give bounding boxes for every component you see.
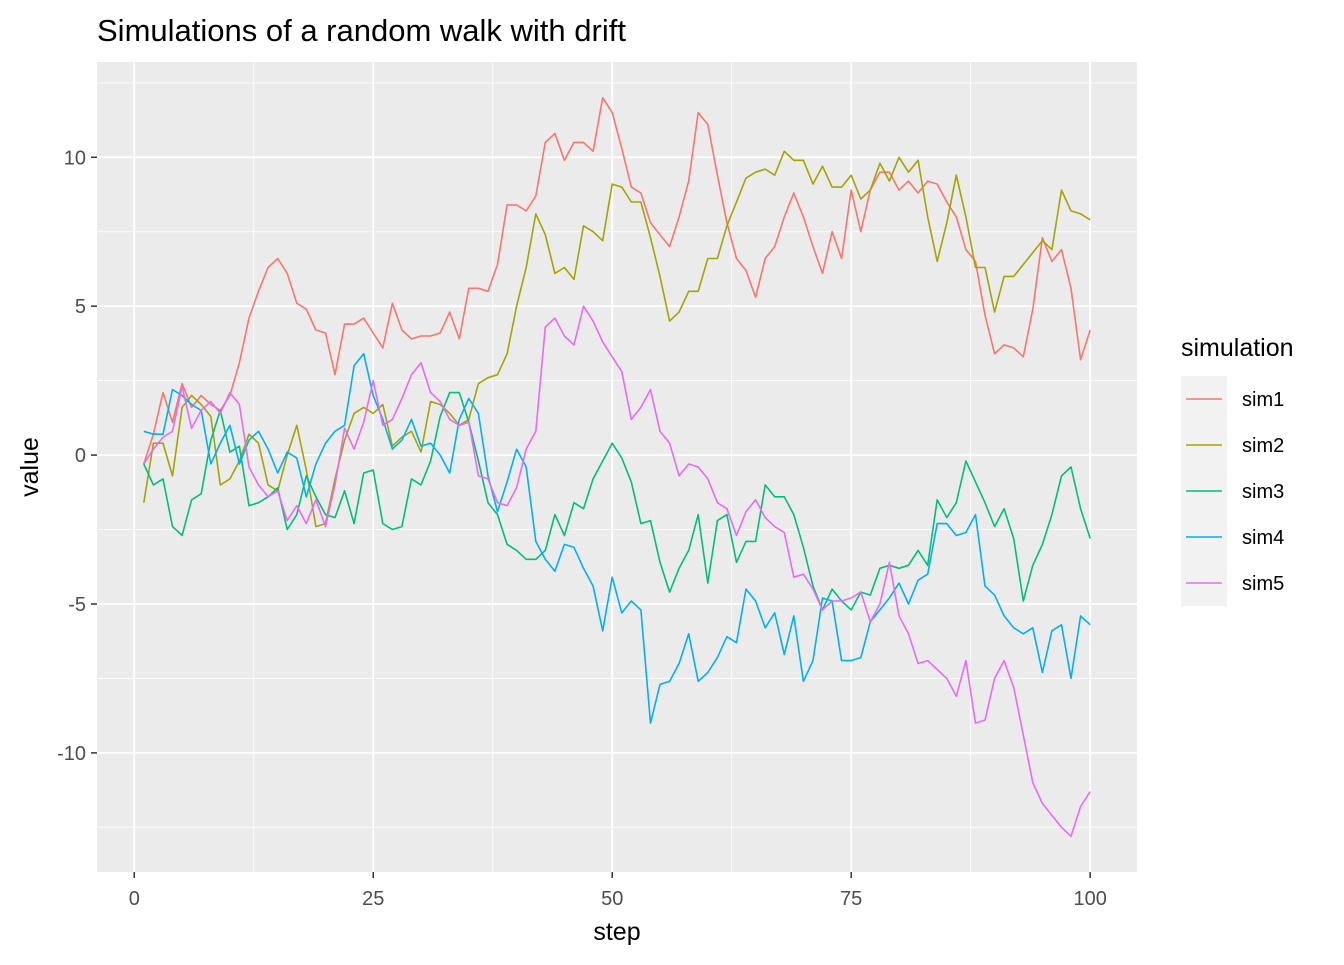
y-tick-label: -10 bbox=[57, 743, 86, 765]
legend-label-sim3: sim3 bbox=[1242, 481, 1284, 503]
series-line-sim3 bbox=[143, 391, 1091, 611]
series-line-sim4 bbox=[143, 352, 1091, 724]
legend: simulation sim1 sim2 sim3 sim4 sim5 bbox=[1181, 334, 1294, 606]
x-axis: 0 25 50 75 100 bbox=[129, 872, 1107, 910]
chart-title: Simulations of a random walk with drift bbox=[97, 13, 626, 48]
plot-panel bbox=[97, 62, 1137, 872]
legend-label-sim1: sim1 bbox=[1242, 389, 1284, 411]
legend-label-sim2: sim2 bbox=[1242, 435, 1284, 457]
x-tick-label: 0 bbox=[129, 888, 140, 910]
x-tick-label: 100 bbox=[1073, 888, 1106, 910]
y-axis: -10 -5 0 5 10 bbox=[57, 147, 97, 765]
x-axis-label: step bbox=[593, 918, 640, 946]
x-tick-label: 50 bbox=[601, 888, 623, 910]
y-tick-label: 10 bbox=[64, 147, 86, 169]
legend-title: simulation bbox=[1181, 334, 1294, 362]
y-tick-label: 0 bbox=[75, 445, 86, 467]
y-tick-label: -5 bbox=[68, 594, 86, 616]
y-axis-label: value bbox=[16, 437, 44, 497]
gridlines bbox=[97, 62, 1137, 872]
y-tick-label: 5 bbox=[75, 296, 86, 318]
series-line-sim5 bbox=[143, 305, 1091, 838]
x-tick-label: 25 bbox=[362, 888, 384, 910]
series-line-sim1 bbox=[143, 96, 1091, 465]
series-line-sim2 bbox=[143, 150, 1091, 528]
legend-label-sim5: sim5 bbox=[1242, 573, 1284, 595]
series-lines bbox=[143, 96, 1091, 838]
x-tick-label: 75 bbox=[840, 888, 862, 910]
legend-label-sim4: sim4 bbox=[1242, 527, 1284, 549]
